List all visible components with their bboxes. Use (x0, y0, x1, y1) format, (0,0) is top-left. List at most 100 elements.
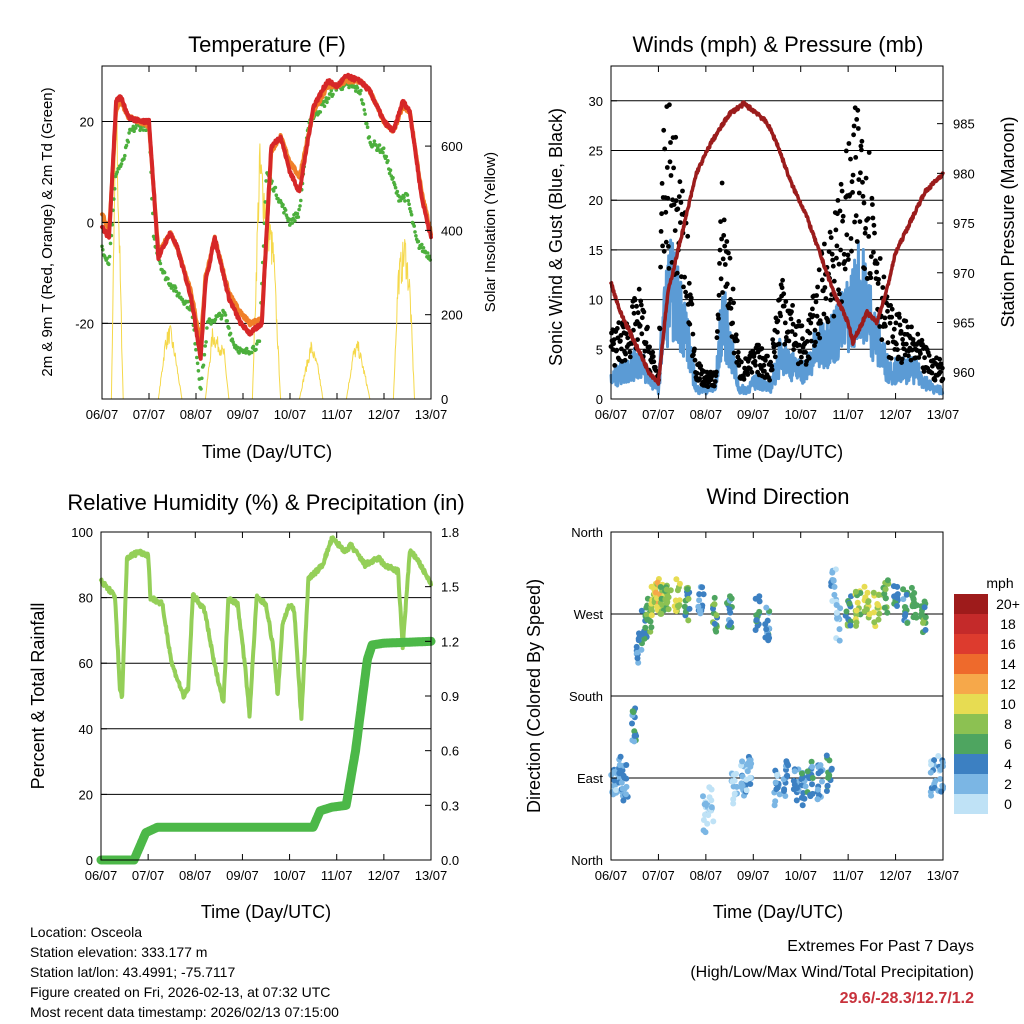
direction-point (676, 580, 683, 587)
gust-point (752, 351, 757, 356)
gust-point (727, 301, 732, 307)
gust-point (854, 117, 860, 122)
winds-ytick-label: 30 (589, 94, 603, 109)
gust-point (868, 254, 874, 259)
gust-point (786, 338, 792, 344)
dewpoint-point (359, 88, 363, 93)
winds-y2tick-label: 965 (953, 315, 975, 330)
direction-point (814, 796, 821, 803)
direction-point (831, 583, 838, 590)
dewpoint-point (200, 376, 204, 381)
direction-point (798, 770, 805, 777)
direction-point (882, 595, 889, 602)
direction-point (700, 591, 707, 598)
gust-point (897, 322, 903, 328)
dewpoint-point (202, 352, 207, 357)
dewpoint-point (244, 346, 249, 351)
winds-y2tick-label: 975 (953, 216, 975, 231)
gust-point (825, 319, 831, 325)
winds-panel: Winds (mph) & Pressure (mb) 0 5 10 15 20 25 30… (546, 32, 1018, 462)
temperature-ytick-label: 20 (80, 115, 94, 130)
gust-point (678, 200, 684, 205)
humidity-ytick-label: 0 (86, 853, 93, 868)
gust-point (894, 341, 899, 347)
gust-point (903, 341, 909, 347)
gust-point (898, 328, 904, 334)
gust-point (677, 179, 683, 185)
gust-point (611, 341, 616, 347)
dewpoint-point (384, 154, 389, 159)
direction-point (863, 606, 870, 613)
gust-point (721, 217, 727, 223)
winds-xtick-label: 09/07 (737, 407, 770, 422)
gust-point (786, 329, 791, 335)
elevation-text: Station elevation: 333.177 m (30, 944, 208, 960)
dewpoint-point (134, 126, 138, 130)
recent-text: Most recent data timestamp: 2026/02/13 0… (30, 1004, 339, 1020)
direction-point (638, 607, 645, 614)
gust-point (756, 342, 761, 348)
gust-point (814, 293, 819, 298)
direction-point (684, 586, 691, 593)
direction-point (733, 783, 740, 790)
legend-label: 0 (1004, 796, 1012, 812)
direction-point (815, 764, 822, 770)
direction-point (843, 608, 850, 615)
humidity-xtick-label: 06/07 (85, 868, 118, 883)
gust-point (808, 338, 814, 344)
humidity-xlabel: Time (Day/UTC) (201, 902, 331, 922)
dewpoint-point (264, 179, 268, 183)
direction-point (727, 593, 733, 600)
gust-point (803, 350, 808, 355)
direction-point (708, 804, 715, 811)
gust-point (822, 285, 828, 290)
gust-point (781, 291, 787, 297)
direction-point (875, 592, 882, 598)
gust-point (834, 255, 839, 261)
gust-point (650, 349, 656, 355)
direction-point (697, 610, 704, 617)
direction-point (802, 783, 809, 790)
humidity-ylabel: Percent & Total Rainfall (28, 603, 48, 790)
dewpoint-point (355, 86, 360, 90)
direction-xtick-label: 09/07 (737, 868, 770, 883)
dewpoint-point (297, 207, 301, 212)
gust-point (675, 206, 681, 212)
legend-label: 6 (1004, 736, 1012, 752)
direction-point (881, 604, 888, 611)
gust-point (836, 287, 841, 293)
gust-point (727, 255, 733, 261)
gust-point (778, 313, 783, 319)
dewpoint-point (387, 171, 392, 176)
gust-point (834, 243, 840, 249)
gust-point (745, 372, 751, 377)
gust-point (921, 369, 927, 374)
gust-point (712, 379, 718, 384)
direction-point (807, 792, 814, 798)
direction-xtick-label: 07/07 (642, 868, 675, 883)
gust-point (860, 193, 866, 199)
direction-point (854, 599, 861, 606)
gust-point (831, 313, 837, 319)
direction-point (623, 762, 630, 768)
gust-point (714, 335, 720, 341)
gust-point (665, 195, 671, 201)
gust-point (871, 222, 877, 228)
gust-point (918, 351, 923, 356)
winds-xtick-label: 07/07 (642, 407, 675, 422)
gust-point (630, 304, 635, 309)
gust-point (848, 236, 854, 241)
dewpoint-point (219, 317, 224, 321)
legend-title: mph (986, 575, 1013, 591)
gust-point (730, 320, 735, 326)
humidity-title: Relative Humidity (%) & Precipitation (i… (67, 490, 464, 515)
direction-point (882, 586, 889, 593)
gust-point (860, 179, 865, 185)
gust-point (850, 172, 856, 178)
direction-point (900, 586, 907, 593)
direction-point (623, 791, 629, 798)
gust-point (855, 107, 861, 113)
gust-point (853, 155, 859, 160)
dewpoint-point (107, 262, 111, 267)
gust-point (763, 358, 768, 363)
